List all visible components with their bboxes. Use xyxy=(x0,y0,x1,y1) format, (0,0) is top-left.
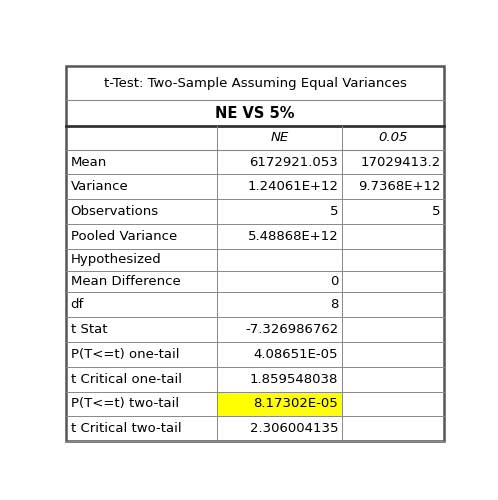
Text: 5: 5 xyxy=(330,205,338,218)
Bar xyxy=(218,392,342,416)
Text: P(T<=t) one-tail: P(T<=t) one-tail xyxy=(71,348,179,361)
Text: P(T<=t) two-tail: P(T<=t) two-tail xyxy=(71,398,179,410)
Text: -7.326986762: -7.326986762 xyxy=(245,323,338,336)
Text: 5: 5 xyxy=(432,205,441,218)
Text: Pooled Variance: Pooled Variance xyxy=(71,230,177,243)
Text: t Critical two-tail: t Critical two-tail xyxy=(71,422,181,435)
Text: 5.48868E+12: 5.48868E+12 xyxy=(248,230,338,243)
Text: 2.306004135: 2.306004135 xyxy=(250,422,338,435)
Text: t-Test: Two-Sample Assuming Equal Variances: t-Test: Two-Sample Assuming Equal Varian… xyxy=(104,76,407,90)
Text: t Stat: t Stat xyxy=(71,323,107,336)
Text: 0.05: 0.05 xyxy=(378,132,408,144)
Text: 8.17302E-05: 8.17302E-05 xyxy=(253,398,338,410)
Text: 1.859548038: 1.859548038 xyxy=(250,372,338,386)
Text: Mean: Mean xyxy=(71,156,107,168)
Text: 1.24061E+12: 1.24061E+12 xyxy=(248,180,338,194)
Text: Hypothesized: Hypothesized xyxy=(71,254,161,266)
Text: 17029413.2: 17029413.2 xyxy=(360,156,441,168)
Text: Variance: Variance xyxy=(71,180,128,194)
Text: 6172921.053: 6172921.053 xyxy=(249,156,338,168)
Text: NE VS 5%: NE VS 5% xyxy=(216,106,295,120)
Text: t Critical one-tail: t Critical one-tail xyxy=(71,372,182,386)
Text: 8: 8 xyxy=(330,298,338,311)
Text: 9.7368E+12: 9.7368E+12 xyxy=(358,180,441,194)
Text: Observations: Observations xyxy=(71,205,159,218)
Text: df: df xyxy=(71,298,84,311)
Text: NE: NE xyxy=(271,132,289,144)
Text: 4.08651E-05: 4.08651E-05 xyxy=(254,348,338,361)
Text: Mean Difference: Mean Difference xyxy=(71,275,180,288)
Text: 0: 0 xyxy=(330,275,338,288)
